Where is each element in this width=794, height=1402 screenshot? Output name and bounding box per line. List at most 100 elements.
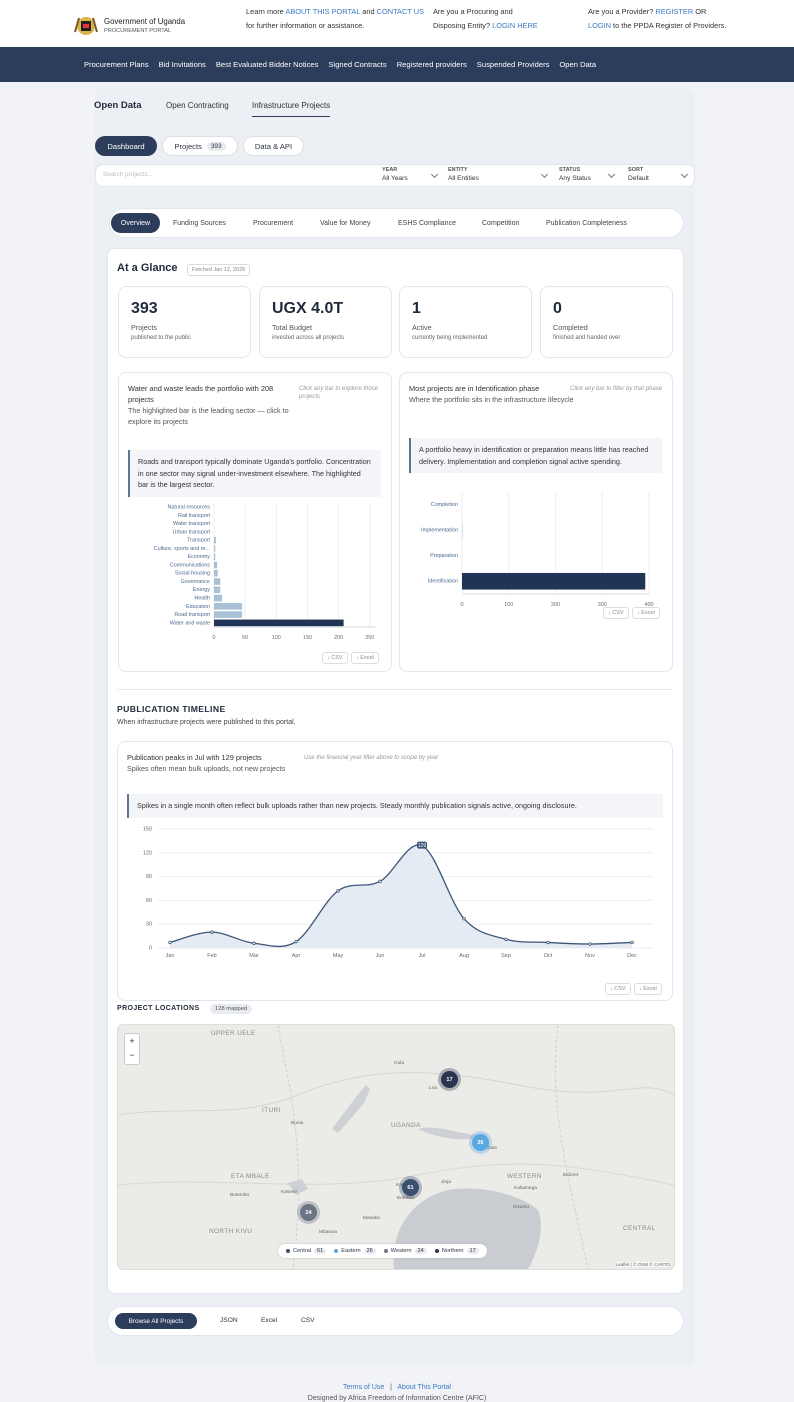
point[interactable] xyxy=(589,943,592,946)
point[interactable] xyxy=(379,880,382,883)
bar[interactable] xyxy=(214,578,220,585)
y-tick-label: Education xyxy=(186,604,210,610)
y-tick-label: Water transport xyxy=(173,521,210,527)
y-tick-label: Economy xyxy=(188,554,211,560)
map-place: Entebbe xyxy=(397,1196,415,1201)
bar[interactable] xyxy=(214,545,215,552)
zoom-in[interactable]: + xyxy=(125,1034,139,1048)
y-tick-label: Rail transport xyxy=(178,513,211,519)
map-place: ETA MBALE xyxy=(231,1173,270,1180)
bar[interactable] xyxy=(214,562,217,569)
tab[interactable]: Open Data xyxy=(94,100,142,111)
bar[interactable] xyxy=(214,611,242,618)
legend-name: Western xyxy=(391,1248,412,1254)
cluster-marker[interactable]: 26 xyxy=(472,1134,489,1151)
dashboard-button[interactable]: Dashboard xyxy=(95,136,157,156)
point[interactable] xyxy=(547,941,550,944)
bar[interactable] xyxy=(214,595,222,602)
section-tab[interactable]: Value for Money xyxy=(320,213,370,233)
nav-link[interactable]: Signed Contracts xyxy=(328,60,386,69)
search-input[interactable]: Search projects... xyxy=(103,171,153,178)
api-button[interactable]: Data & API xyxy=(243,136,304,156)
zoom-out[interactable]: − xyxy=(125,1048,139,1062)
point[interactable] xyxy=(295,940,298,943)
browse-button[interactable]: Browse All Projects xyxy=(115,1313,197,1329)
kpi-note: finished and handed over xyxy=(553,335,620,341)
x-tick-label: 100 xyxy=(504,602,513,608)
badge: 393 xyxy=(207,142,226,151)
bar[interactable] xyxy=(214,586,220,593)
section-tab[interactable]: Funding Sources xyxy=(173,213,226,233)
point[interactable] xyxy=(211,931,214,934)
cluster-marker[interactable]: 61 xyxy=(402,1179,419,1196)
nav-link[interactable]: Procurement Plans xyxy=(84,60,149,69)
nav-link[interactable]: Suspended Providers xyxy=(477,60,550,69)
link[interactable]: About This Portal xyxy=(397,1384,451,1391)
filter-select[interactable]: Default xyxy=(628,175,649,182)
section-tab[interactable]: ESHS Compliance xyxy=(398,213,456,233)
map-place: Mbarara xyxy=(319,1230,337,1235)
y-tick-label: Natural resources xyxy=(167,505,210,511)
link[interactable]: CONTACT US xyxy=(377,7,424,16)
point[interactable] xyxy=(253,942,256,945)
footer-credit: Designed by Africa Freedom of Informatio… xyxy=(0,1395,794,1402)
bar[interactable] xyxy=(214,620,344,627)
kpi-value: 0 xyxy=(553,300,562,318)
section-tab[interactable]: Overview xyxy=(111,213,160,233)
point[interactable] xyxy=(505,938,508,941)
legend-name: Eastern xyxy=(341,1248,360,1254)
link[interactable]: Terms of Use xyxy=(343,1384,384,1391)
y-tick-label: Preparation xyxy=(430,553,458,559)
filter-select[interactable]: All Entities xyxy=(448,175,479,182)
nav-link[interactable]: Best Evaluated Bidder Notices xyxy=(216,60,319,69)
filter-select[interactable]: All Years xyxy=(382,175,408,182)
nav-link[interactable]: Bid Invitations xyxy=(159,60,206,69)
phase-chart-card: Most projects are in Identification phas… xyxy=(399,372,673,672)
provider-text: Are you a Provider? REGISTER OR LOGIN to… xyxy=(588,5,728,33)
cluster-marker[interactable]: 24 xyxy=(300,1204,317,1221)
link[interactable]: LOGIN xyxy=(588,21,611,30)
y-tick-label: Health xyxy=(194,595,210,601)
kpi-label: Completed xyxy=(553,323,588,332)
map-place: Bunia xyxy=(291,1121,303,1126)
export-link[interactable]: JSON xyxy=(220,1317,238,1324)
tab[interactable]: Infrastructure Projects xyxy=(252,101,330,117)
bar[interactable] xyxy=(214,570,218,577)
point[interactable] xyxy=(169,941,172,944)
section-tab[interactable]: Publication Completeness xyxy=(546,213,627,233)
cluster-marker[interactable]: 17 xyxy=(441,1071,458,1088)
export-link[interactable]: CSV xyxy=(301,1317,315,1324)
value-label: 129 xyxy=(418,843,427,849)
bar[interactable] xyxy=(214,603,242,610)
bar[interactable] xyxy=(214,553,215,560)
point[interactable] xyxy=(337,890,340,893)
nav-link[interactable]: Registered providers xyxy=(397,60,467,69)
text: and xyxy=(360,7,376,16)
nav-link[interactable]: Open Data xyxy=(559,60,596,69)
link[interactable]: ABOUT THIS PORTAL xyxy=(285,7,360,16)
tab[interactable]: Open Contracting xyxy=(166,101,229,110)
kpi-card xyxy=(540,286,673,358)
export-link[interactable]: Excel xyxy=(261,1317,277,1324)
link[interactable]: LOGIN HERE xyxy=(492,21,538,30)
bar[interactable] xyxy=(214,537,216,544)
bar[interactable] xyxy=(462,573,645,590)
section-tab[interactable]: Procurement xyxy=(253,213,293,233)
org-name: Government of Uganda xyxy=(104,17,185,26)
kpi-label: Projects xyxy=(131,323,157,332)
point[interactable] xyxy=(463,917,466,920)
section-tab[interactable]: Competition xyxy=(482,213,519,233)
link[interactable]: REGISTER xyxy=(655,7,693,16)
text: OR xyxy=(693,7,706,16)
sector-chart-card: Water and waste leads the portfolio with… xyxy=(118,372,392,672)
point[interactable] xyxy=(631,941,634,944)
filter-select[interactable]: Any Status xyxy=(559,175,591,182)
